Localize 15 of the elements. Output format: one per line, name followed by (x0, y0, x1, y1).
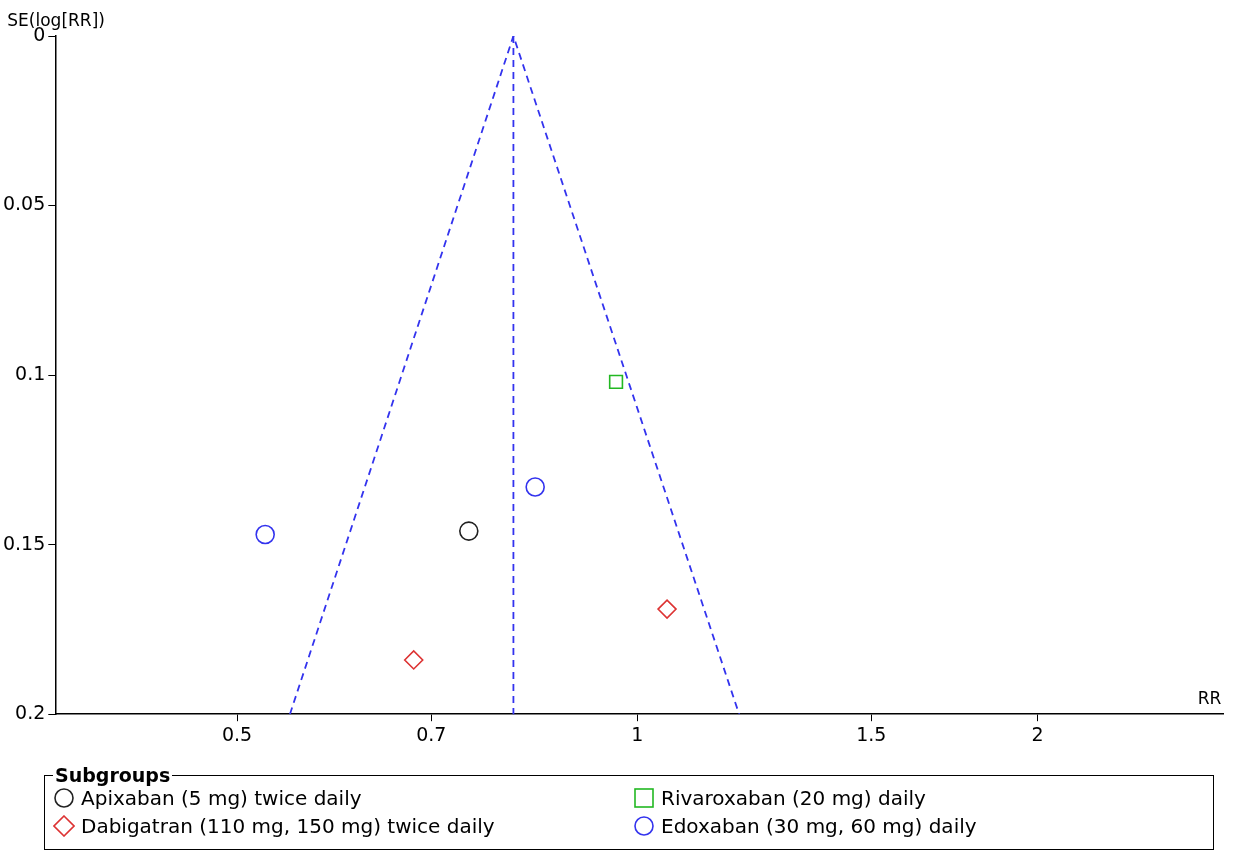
x-tick-label: 1.5 (856, 722, 887, 745)
y-tick-label: 0.15 (2, 531, 46, 554)
x-axis-title: RR (1197, 688, 1222, 709)
y-tick-label: 0.2 (15, 701, 46, 724)
y-tick-label: 0.05 (2, 192, 46, 215)
x-tick-label: 0.5 (221, 722, 253, 745)
legend-label: Apixaban (5 mg) twice daily (81, 786, 362, 810)
legend-label: Dabigatran (110 mg, 150 mg) twice daily (81, 814, 495, 838)
legend-label: Rivaroxaban (20 mg) daily (661, 786, 926, 810)
legend-title: Subgroups (54, 764, 172, 786)
x-tick-label: 2 (1031, 722, 1044, 745)
legend-label: Edoxaban (30 mg, 60 mg) daily (661, 814, 977, 838)
x-tick-label: 0.7 (416, 722, 447, 745)
x-tick-label: 1 (631, 722, 644, 745)
y-tick-label: 0.1 (15, 362, 46, 385)
